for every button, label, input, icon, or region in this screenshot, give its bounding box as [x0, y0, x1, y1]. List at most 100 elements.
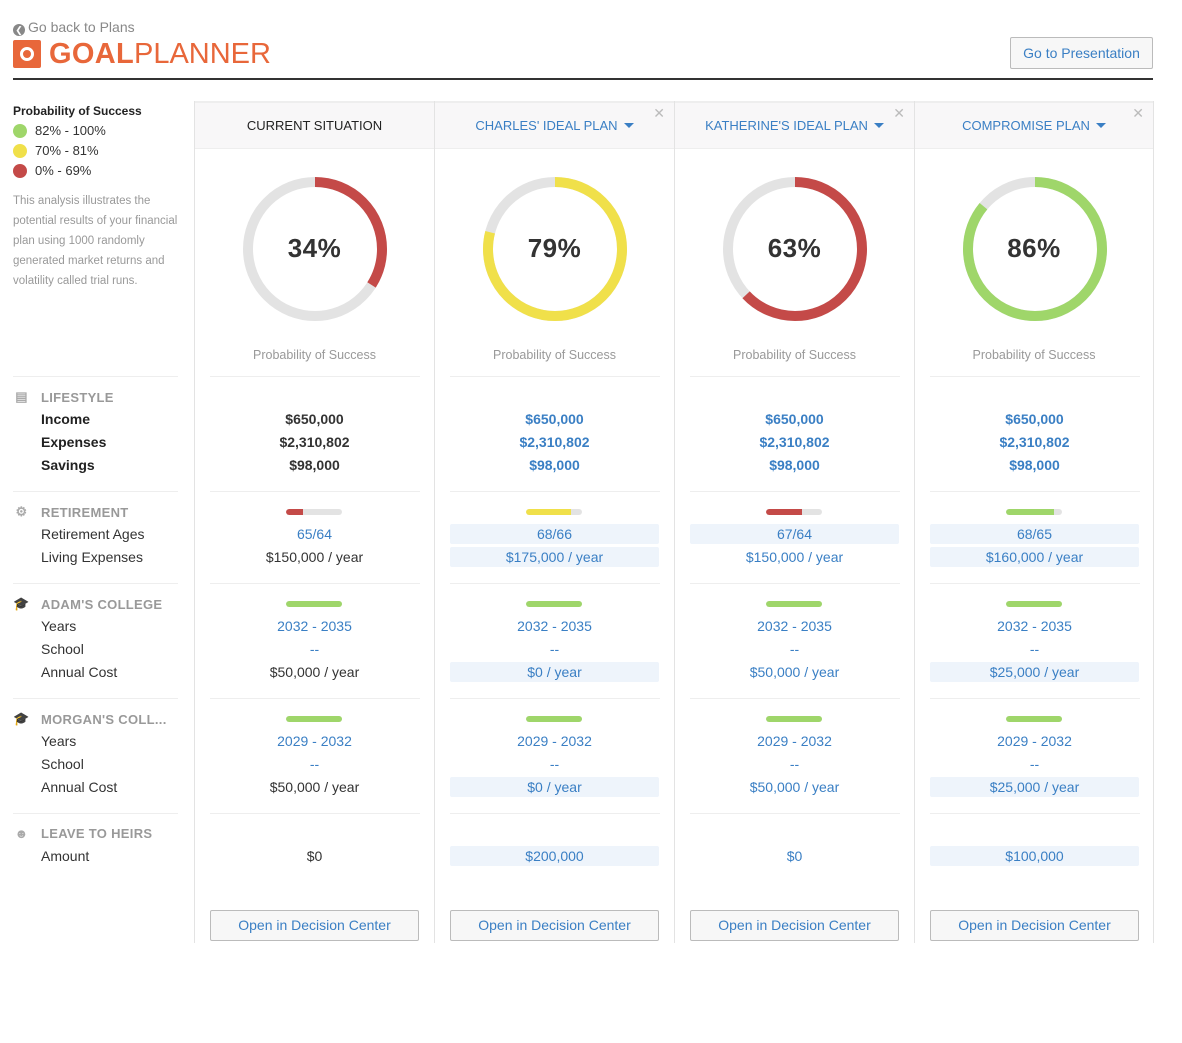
morgan-cost-value[interactable]: $0 / year — [450, 777, 659, 797]
section-lifestyle: ▤ LIFESTYLE — [13, 389, 114, 405]
adam-cost-value[interactable]: $50,000 / year — [749, 664, 840, 680]
header-divider — [13, 78, 1153, 80]
income-value[interactable]: $650,000 — [765, 411, 824, 427]
morgan-years-value[interactable]: 2029 - 2032 — [757, 733, 832, 749]
expenses-value[interactable]: $2,310,802 — [999, 434, 1070, 450]
adam-school-value[interactable]: -- — [309, 641, 320, 657]
label-years: Years — [41, 733, 77, 749]
adam-school-value[interactable]: -- — [549, 641, 560, 657]
adam-years-value[interactable]: 2032 - 2035 — [997, 618, 1072, 634]
open-in-decision-center-button[interactable]: Open in Decision Center — [690, 910, 899, 941]
adam-cost-value: $50,000 / year — [269, 664, 360, 680]
retirement-ages-value[interactable]: 68/66 — [450, 524, 659, 544]
morgan-cost-value[interactable]: $50,000 / year — [749, 779, 840, 795]
logo-normal: PLANNER — [133, 37, 271, 70]
open-in-decision-center-button[interactable]: Open in Decision Center — [450, 910, 659, 941]
retirement-ages-value[interactable]: 67/64 — [690, 524, 899, 544]
close-icon[interactable]: ✕ — [653, 105, 665, 121]
morgan-school-value[interactable]: -- — [789, 756, 800, 772]
divider — [930, 491, 1140, 492]
plan-header-dropdown[interactable]: COMPROMISE PLAN — [915, 101, 1153, 149]
plan-column: COMPROMISE PLAN ✕ 86% Probability of Succe… — [914, 101, 1154, 943]
divider — [930, 813, 1140, 814]
income-value[interactable]: $650,000 — [525, 411, 584, 427]
section-title: RETIREMENT — [41, 504, 129, 520]
plan-column: CHARLES' IDEAL PLAN ✕ 79% Probability of S… — [434, 101, 674, 943]
divider — [450, 491, 660, 492]
caret-down-icon — [1095, 123, 1106, 128]
morgan-cost-value[interactable]: $25,000 / year — [930, 777, 1139, 797]
adams-college-bar — [1006, 601, 1062, 607]
adam-school-value[interactable]: -- — [789, 641, 800, 657]
retirement-ages-value[interactable]: 68/65 — [930, 524, 1139, 544]
morgan-cost-value: $50,000 / year — [269, 779, 360, 795]
sidebar-divider — [13, 813, 178, 814]
plan-title: CURRENT SITUATION — [246, 118, 383, 133]
divider — [210, 376, 420, 377]
heirs-amount-value[interactable]: $0 — [786, 848, 803, 864]
retirement-bar — [526, 509, 582, 515]
heirs-amount-value[interactable]: $200,000 — [450, 846, 659, 866]
donut-arc — [963, 177, 1107, 321]
label-years: Years — [41, 618, 77, 634]
probability-donut — [723, 177, 867, 321]
adam-school-value[interactable]: -- — [1029, 641, 1040, 657]
section-morgans-college: 🎓 MORGAN'S COLL... — [13, 711, 167, 727]
divider — [690, 491, 900, 492]
morgan-years-value[interactable]: 2029 - 2032 — [997, 733, 1072, 749]
red-dot-icon — [13, 163, 27, 178]
graduation-cap-icon: 🎓 — [13, 596, 30, 611]
close-icon[interactable]: ✕ — [1132, 105, 1144, 121]
adam-years-value[interactable]: 2032 - 2035 — [277, 618, 352, 634]
income-value[interactable]: $650,000 — [1005, 411, 1064, 427]
divider — [210, 491, 420, 492]
living-expenses-value[interactable]: $160,000 / year — [930, 547, 1139, 567]
legend-item-yellow: 70% - 81% — [13, 143, 99, 158]
adams-college-bar-fill — [766, 601, 822, 607]
plan-title: CHARLES' IDEAL PLAN — [475, 118, 618, 133]
morgan-years-value[interactable]: 2029 - 2032 — [517, 733, 592, 749]
retirement-bar-fill — [526, 509, 571, 515]
legend-label: 70% - 81% — [35, 143, 99, 158]
back-label: Go back to Plans — [28, 19, 135, 35]
savings-value[interactable]: $98,000 — [1009, 457, 1060, 473]
open-in-decision-center-button[interactable]: Open in Decision Center — [210, 910, 419, 941]
retirement-ages-value[interactable]: 65/64 — [296, 526, 333, 542]
living-expenses-value[interactable]: $150,000 / year — [745, 549, 844, 565]
plan-header-dropdown[interactable]: CHARLES' IDEAL PLAN — [435, 101, 674, 149]
morgan-years-value[interactable]: 2029 - 2032 — [277, 733, 352, 749]
living-expenses-value[interactable]: $175,000 / year — [450, 547, 659, 567]
morgan-school-value[interactable]: -- — [549, 756, 560, 772]
adam-cost-value[interactable]: $0 / year — [450, 662, 659, 682]
savings-value[interactable]: $98,000 — [769, 457, 820, 473]
probability-label: Probability of Success — [253, 348, 376, 362]
morgan-school-value[interactable]: -- — [309, 756, 320, 772]
morgan-school-value[interactable]: -- — [1029, 756, 1040, 772]
morgans-college-bar-fill — [526, 716, 582, 722]
yellow-dot-icon — [13, 143, 27, 158]
adam-years-value[interactable]: 2032 - 2035 — [757, 618, 832, 634]
probability-donut — [963, 177, 1107, 321]
go-to-presentation-button[interactable]: Go to Presentation — [1010, 37, 1153, 69]
probability-label: Probability of Success — [972, 348, 1096, 362]
morgans-college-bar-fill — [1006, 716, 1062, 722]
label-income: Income — [41, 411, 91, 427]
divider — [450, 698, 660, 699]
adam-years-value[interactable]: 2032 - 2035 — [517, 618, 592, 634]
divider — [210, 813, 420, 814]
label-school: School — [41, 756, 84, 772]
plan-header: CURRENT SITUATION — [195, 101, 434, 149]
expenses-value[interactable]: $2,310,802 — [759, 434, 830, 450]
savings-value[interactable]: $98,000 — [529, 457, 580, 473]
expenses-value[interactable]: $2,310,802 — [519, 434, 590, 450]
divider — [210, 698, 420, 699]
adam-cost-value[interactable]: $25,000 / year — [930, 662, 1139, 682]
expenses-value: $2,310,802 — [279, 434, 350, 450]
open-in-decision-center-button[interactable]: Open in Decision Center — [930, 910, 1139, 941]
caret-down-icon — [623, 123, 634, 128]
probability-value: 63% — [767, 233, 822, 263]
close-icon[interactable]: ✕ — [893, 105, 905, 121]
heirs-amount-value[interactable]: $100,000 — [930, 846, 1139, 866]
back-to-plans-link[interactable]: ❮ Go back to Plans — [13, 19, 135, 36]
plan-header-dropdown[interactable]: KATHERINE'S IDEAL PLAN — [675, 101, 914, 149]
